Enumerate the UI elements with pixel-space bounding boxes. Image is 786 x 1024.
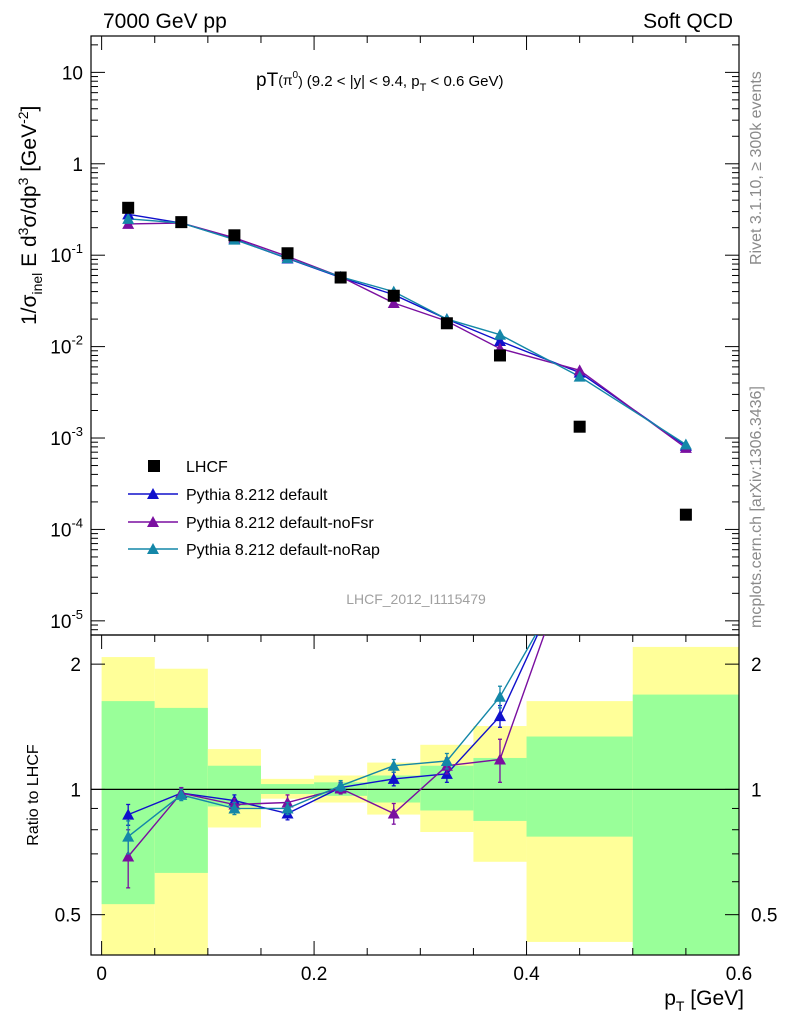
main-point-triangle — [573, 364, 586, 376]
ratio-point-triangle — [387, 772, 400, 784]
main-point-triangle — [679, 438, 692, 450]
main-ytick-label: 10 — [62, 63, 83, 84]
ratio-ytick-label-right: 2 — [751, 655, 762, 676]
main-point-lhcf — [334, 271, 347, 284]
x-tick-label: 0 — [96, 964, 107, 985]
legend-marker-lhcf — [148, 460, 160, 472]
ratio-point-triangle — [440, 755, 453, 767]
main-point-lhcf — [440, 317, 453, 330]
main-ytick-label: 10-2 — [50, 333, 83, 359]
main-point-triangle — [493, 335, 506, 347]
ratio-point-triangle — [175, 788, 188, 800]
main-ytick-label: 10-3 — [50, 424, 83, 450]
ratio-ytick-label-right: 1 — [751, 780, 762, 801]
ratio-ylabel: Ratio to LHCF — [25, 744, 42, 846]
main-point-lhcf — [573, 420, 586, 433]
main-point-triangle — [573, 370, 586, 382]
legend-label-norap: Pythia 8.212 default-noRap — [186, 542, 380, 559]
x-tick-label: 0.4 — [513, 964, 540, 985]
x-tick-label: 0.6 — [726, 964, 752, 985]
legend-label-lhcf: LHCF — [186, 459, 228, 476]
main-ytick-label: 10-5 — [50, 607, 83, 633]
ratio-point-triangle — [122, 808, 135, 820]
ratio-point-triangle — [228, 802, 241, 814]
main-point-lhcf — [228, 229, 241, 242]
header-left: 7000 GeV pp — [103, 10, 227, 33]
ratio-ytick-label: 0.5 — [55, 906, 81, 927]
ratio-frame — [90, 634, 740, 956]
ratio-ytick-label: 2 — [70, 655, 81, 676]
main-series-line-1 — [128, 213, 687, 447]
main-ytick-label: 10-1 — [50, 241, 83, 267]
ratio-band-inner — [632, 694, 739, 955]
main-ytick-label: 1 — [72, 155, 83, 176]
main-point-lhcf — [679, 508, 692, 521]
ratio-point-triangle — [122, 830, 135, 842]
side-text-rivet: Rivet 3.1.10, ≥ 300k events — [748, 71, 765, 265]
ratio-point-triangle — [493, 710, 506, 722]
legend: LHCF Pythia 8.212 default Pythia 8.212 d… — [128, 459, 380, 559]
main-ylabel: 1/σinel E d3σ/dp3 [GeV-2] — [15, 106, 45, 325]
legend-label-nofsr: Pythia 8.212 default-noFsr — [186, 515, 374, 532]
main-series-line-2 — [128, 222, 687, 449]
main-title: pT(π0) (9.2 < |y| < 9.4, pT < 0.6 GeV) — [256, 70, 503, 94]
legend-marker-nofsr — [147, 516, 159, 527]
main-point-lhcf — [175, 216, 188, 229]
main-plot-marks — [122, 201, 692, 521]
ratio-panel: 2 2 1 1 0.5 0.5 0 0.2 0.4 0.6 — [55, 634, 777, 985]
legend-label-default: Pythia 8.212 default — [186, 487, 328, 504]
side-text-mcplots: mcplots.cern.ch [arXiv:1306.3436] — [748, 386, 765, 628]
ratio-point-triangle — [493, 690, 506, 702]
ratio-bands — [101, 646, 739, 955]
ratio-band-inner — [526, 736, 633, 837]
header-right: Soft QCD — [643, 10, 733, 33]
main-point-lhcf — [387, 289, 400, 302]
ratio-point-triangle — [387, 759, 400, 771]
legend-marker-norap — [147, 543, 159, 554]
x-axis-label: pT [GeV] — [664, 987, 744, 1014]
ratio-point-triangle — [493, 753, 506, 765]
legend-marker-default — [147, 488, 159, 499]
ratio-ytick-label: 1 — [70, 780, 81, 801]
ratio-point-triangle — [334, 779, 347, 791]
main-point-lhcf — [493, 349, 506, 362]
ratio-point-triangle — [281, 802, 294, 814]
x-tick-label: 0.2 — [301, 964, 327, 985]
main-point-triangle — [387, 296, 400, 308]
main-point-lhcf — [281, 247, 294, 260]
main-ytick-label: 10-4 — [50, 515, 83, 541]
ratio-point-triangle — [122, 850, 135, 862]
ratio-point-triangle — [387, 807, 400, 819]
ratio-ytick-label-right: 0.5 — [751, 906, 777, 927]
main-point-triangle — [493, 328, 506, 340]
main-series-line-3 — [128, 218, 687, 446]
main-point-triangle — [122, 212, 135, 224]
main-point-lhcf — [122, 201, 135, 214]
ratio-plot-marks — [122, 635, 545, 889]
watermark-label: LHCF_2012_I1115479 — [346, 591, 486, 607]
